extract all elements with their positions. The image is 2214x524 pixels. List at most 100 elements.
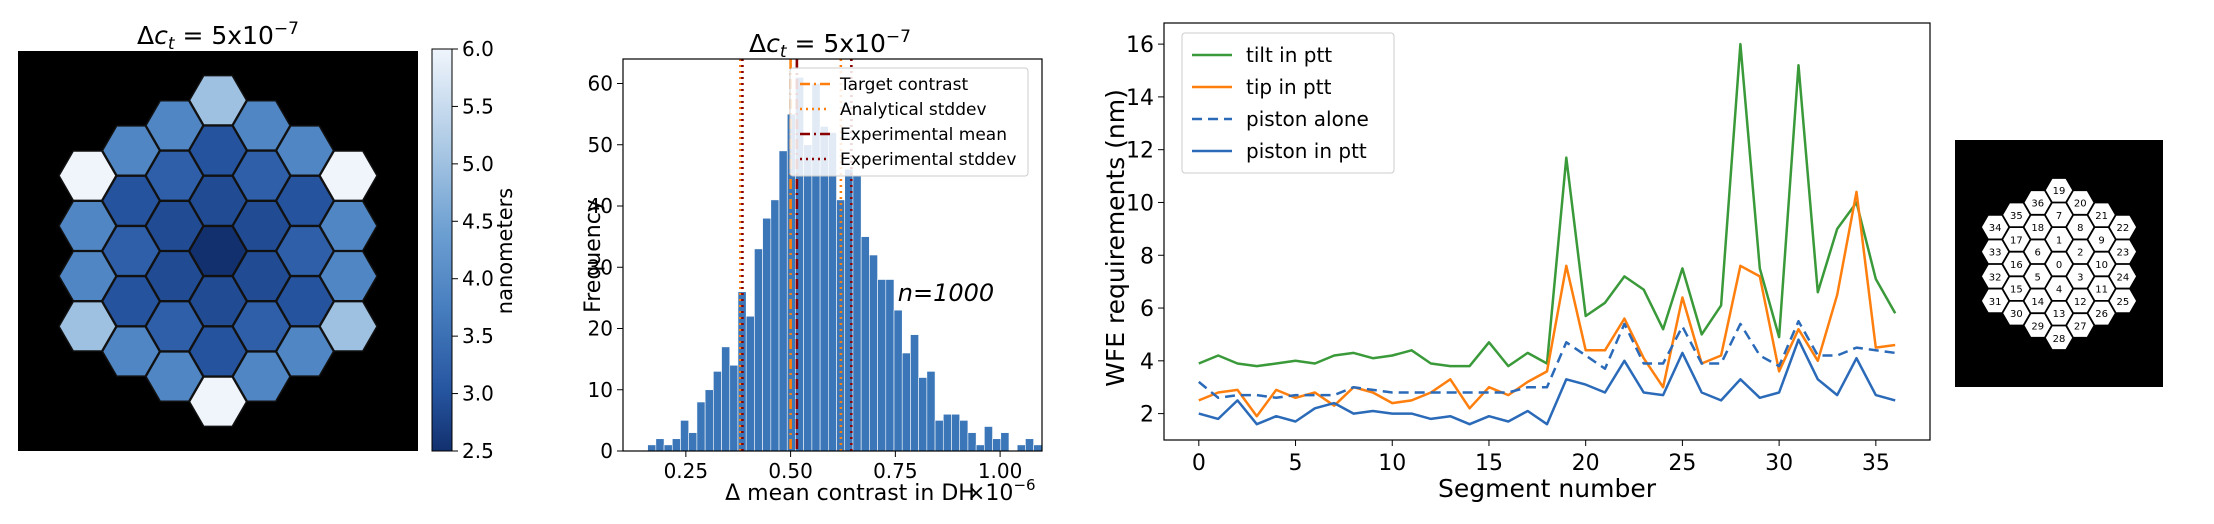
map-segment (145, 150, 204, 202)
colorbar-tick-label: 6.0 (462, 37, 494, 61)
line-xtick-label: 15 (1475, 451, 1503, 476)
hist-bar (860, 236, 870, 452)
line-plot: 0 5 10 15 20 25 30 35 2 4 6 8 10 12 14 16 tilt in ptt tip… (1126, 22, 1931, 476)
diagram-segment (2066, 264, 2095, 289)
map-segment (145, 99, 204, 151)
hist-bar (713, 371, 722, 452)
numbering-diagram-panel: 0123456789101112131415161718192021222324… (1955, 140, 2163, 387)
hist-xtick-label: 0.50 (768, 459, 813, 483)
hist-legend-label: Experimental mean (840, 125, 1007, 145)
line-xtick-label: 10 (1378, 451, 1406, 476)
map-segment (232, 150, 291, 202)
diagram-segment (1981, 264, 2010, 289)
diagram-segment-label: 23 (2117, 248, 2130, 259)
hist-bar (663, 444, 673, 452)
map-segment (232, 200, 291, 252)
hist-bar (803, 144, 813, 452)
diagram-segment-label: 7 (2056, 211, 2062, 222)
line-chart-panel: 0 5 10 15 20 25 30 35 2 4 6 8 10 12 14 16 tilt in ptt tip… (1101, 22, 1931, 503)
diagram-segment (2108, 264, 2137, 289)
diagram-segment (2002, 276, 2031, 301)
map-segment (275, 175, 335, 227)
map-segments (58, 74, 378, 428)
line-xtick-label: 20 (1572, 451, 1600, 476)
hist-bar (992, 438, 1002, 452)
hist-bar (869, 254, 878, 452)
diagram-segment (1981, 239, 2010, 264)
diagram-segment-label: 26 (2095, 309, 2108, 320)
diagram-segment (2023, 214, 2052, 240)
line-ytick-label: 2 (1140, 403, 1154, 428)
hist-annotation: n=1000 (898, 279, 994, 307)
diagram-segment (2087, 227, 2116, 252)
diagram-segment-label: 30 (2010, 309, 2023, 320)
diagram-segment (2087, 276, 2116, 301)
map-segment (101, 225, 161, 277)
map-segment (232, 250, 291, 302)
hist-xtick-label: 0.25 (664, 459, 709, 483)
hist-legend-box (789, 67, 1029, 177)
map-segment (101, 275, 161, 327)
colorbar-label: nanometers (493, 188, 517, 314)
map-segment (319, 250, 378, 302)
diagram-segment (2002, 227, 2031, 252)
diagram-segment-label: 3 (2077, 272, 2083, 283)
line-ytick-label: 14 (1126, 86, 1154, 111)
diagram-segment (2087, 301, 2116, 326)
line-legend-box (1181, 32, 1395, 174)
line-xtick-label: 5 (1289, 451, 1303, 476)
diagram-segment-label: 22 (2117, 223, 2130, 234)
hist-bar (688, 432, 698, 452)
hist-bar (828, 132, 837, 452)
map-segment (275, 275, 335, 327)
diagram-segment-label: 13 (2053, 309, 2066, 320)
colorbar-tick-label: 4.0 (462, 267, 494, 291)
hist-legend-label: Analytical stddev (840, 100, 987, 120)
diagram-segment (1981, 288, 2010, 314)
hist-xtick-label: 0.75 (873, 459, 918, 483)
diagram-segment (2108, 239, 2137, 264)
hist-bar (934, 420, 944, 452)
map-segment (232, 300, 291, 352)
hist-bar (729, 364, 739, 452)
hist-frame (622, 58, 1043, 452)
diagram-segment-label: 29 (2031, 321, 2044, 332)
hist-bar (984, 426, 993, 452)
colorbar-tick-label: 5.0 (462, 152, 494, 176)
line-ytick-label: 6 (1140, 297, 1154, 322)
hist-bar (745, 315, 755, 452)
line-xtick-label: 30 (1765, 451, 1793, 476)
line-frame (1163, 22, 1931, 441)
hist-ytick-label: 60 (588, 72, 613, 96)
line-xtick-label: 25 (1668, 451, 1696, 476)
hist-bar (901, 352, 911, 452)
histogram-plot: 0.25 0.50 0.75 1.00 0 10 20 30 40 50 60 Target cont… (588, 58, 1043, 483)
diagram-segment (2002, 202, 2031, 227)
diagram-segment-label: 31 (1989, 297, 2002, 308)
line-legend-label: tilt in ptt (1246, 43, 1332, 67)
map-segment (145, 300, 204, 352)
hist-bar (1016, 444, 1026, 452)
hist-bar (778, 150, 788, 452)
map-segment (188, 74, 248, 126)
diagram-segment (2044, 251, 2074, 277)
diagram-segment (2023, 288, 2052, 314)
hist-bar (959, 420, 969, 452)
map-segment (275, 225, 335, 277)
line-xtick-label: 35 (1862, 451, 1890, 476)
diagram-segment-label: 33 (1989, 248, 2002, 259)
hist-ytick-label: 40 (588, 194, 613, 218)
hist-ytick-label: 10 (588, 378, 613, 402)
diagram-segment-label: 25 (2117, 297, 2130, 308)
hist-title: Δct = 5x10−7 (749, 27, 911, 62)
map-segment (58, 250, 117, 302)
hist-bar (754, 248, 763, 452)
colorbar-bar (431, 48, 453, 452)
hist-ytick-label: 0 (600, 439, 613, 463)
colorbar-tick-label: 3.0 (462, 382, 494, 406)
map-segment (319, 300, 378, 352)
line-ylabel: WFE requirements (nm) (1101, 89, 1130, 387)
diagram-segment-label: 35 (2010, 211, 2023, 222)
hist-legend-label: Target contrast (839, 75, 968, 95)
